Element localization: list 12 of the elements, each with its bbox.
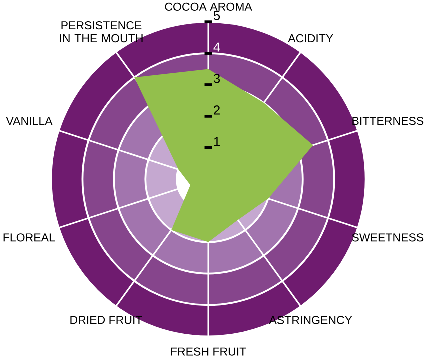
spoke-label: ACIDITY [288,34,334,43]
y-tick-label: 1 [214,137,220,146]
spoke-label: VANILLA [6,117,53,126]
spoke-label: DRIED FRUIT [70,316,142,324]
spoke-label: PERSISTENCE IN THE MOUTH [60,22,143,43]
y-tick-label: 3 [214,74,220,84]
y-tick-label: 2 [214,106,220,115]
y-tick-label: 4 [214,43,220,52]
y-tick-label: 5 [214,11,220,20]
spoke-label: COCOA AROMA [165,3,252,12]
spoke-label: FRESH FRUIT [171,348,246,356]
spoke-label: FLOREAL [4,234,56,242]
